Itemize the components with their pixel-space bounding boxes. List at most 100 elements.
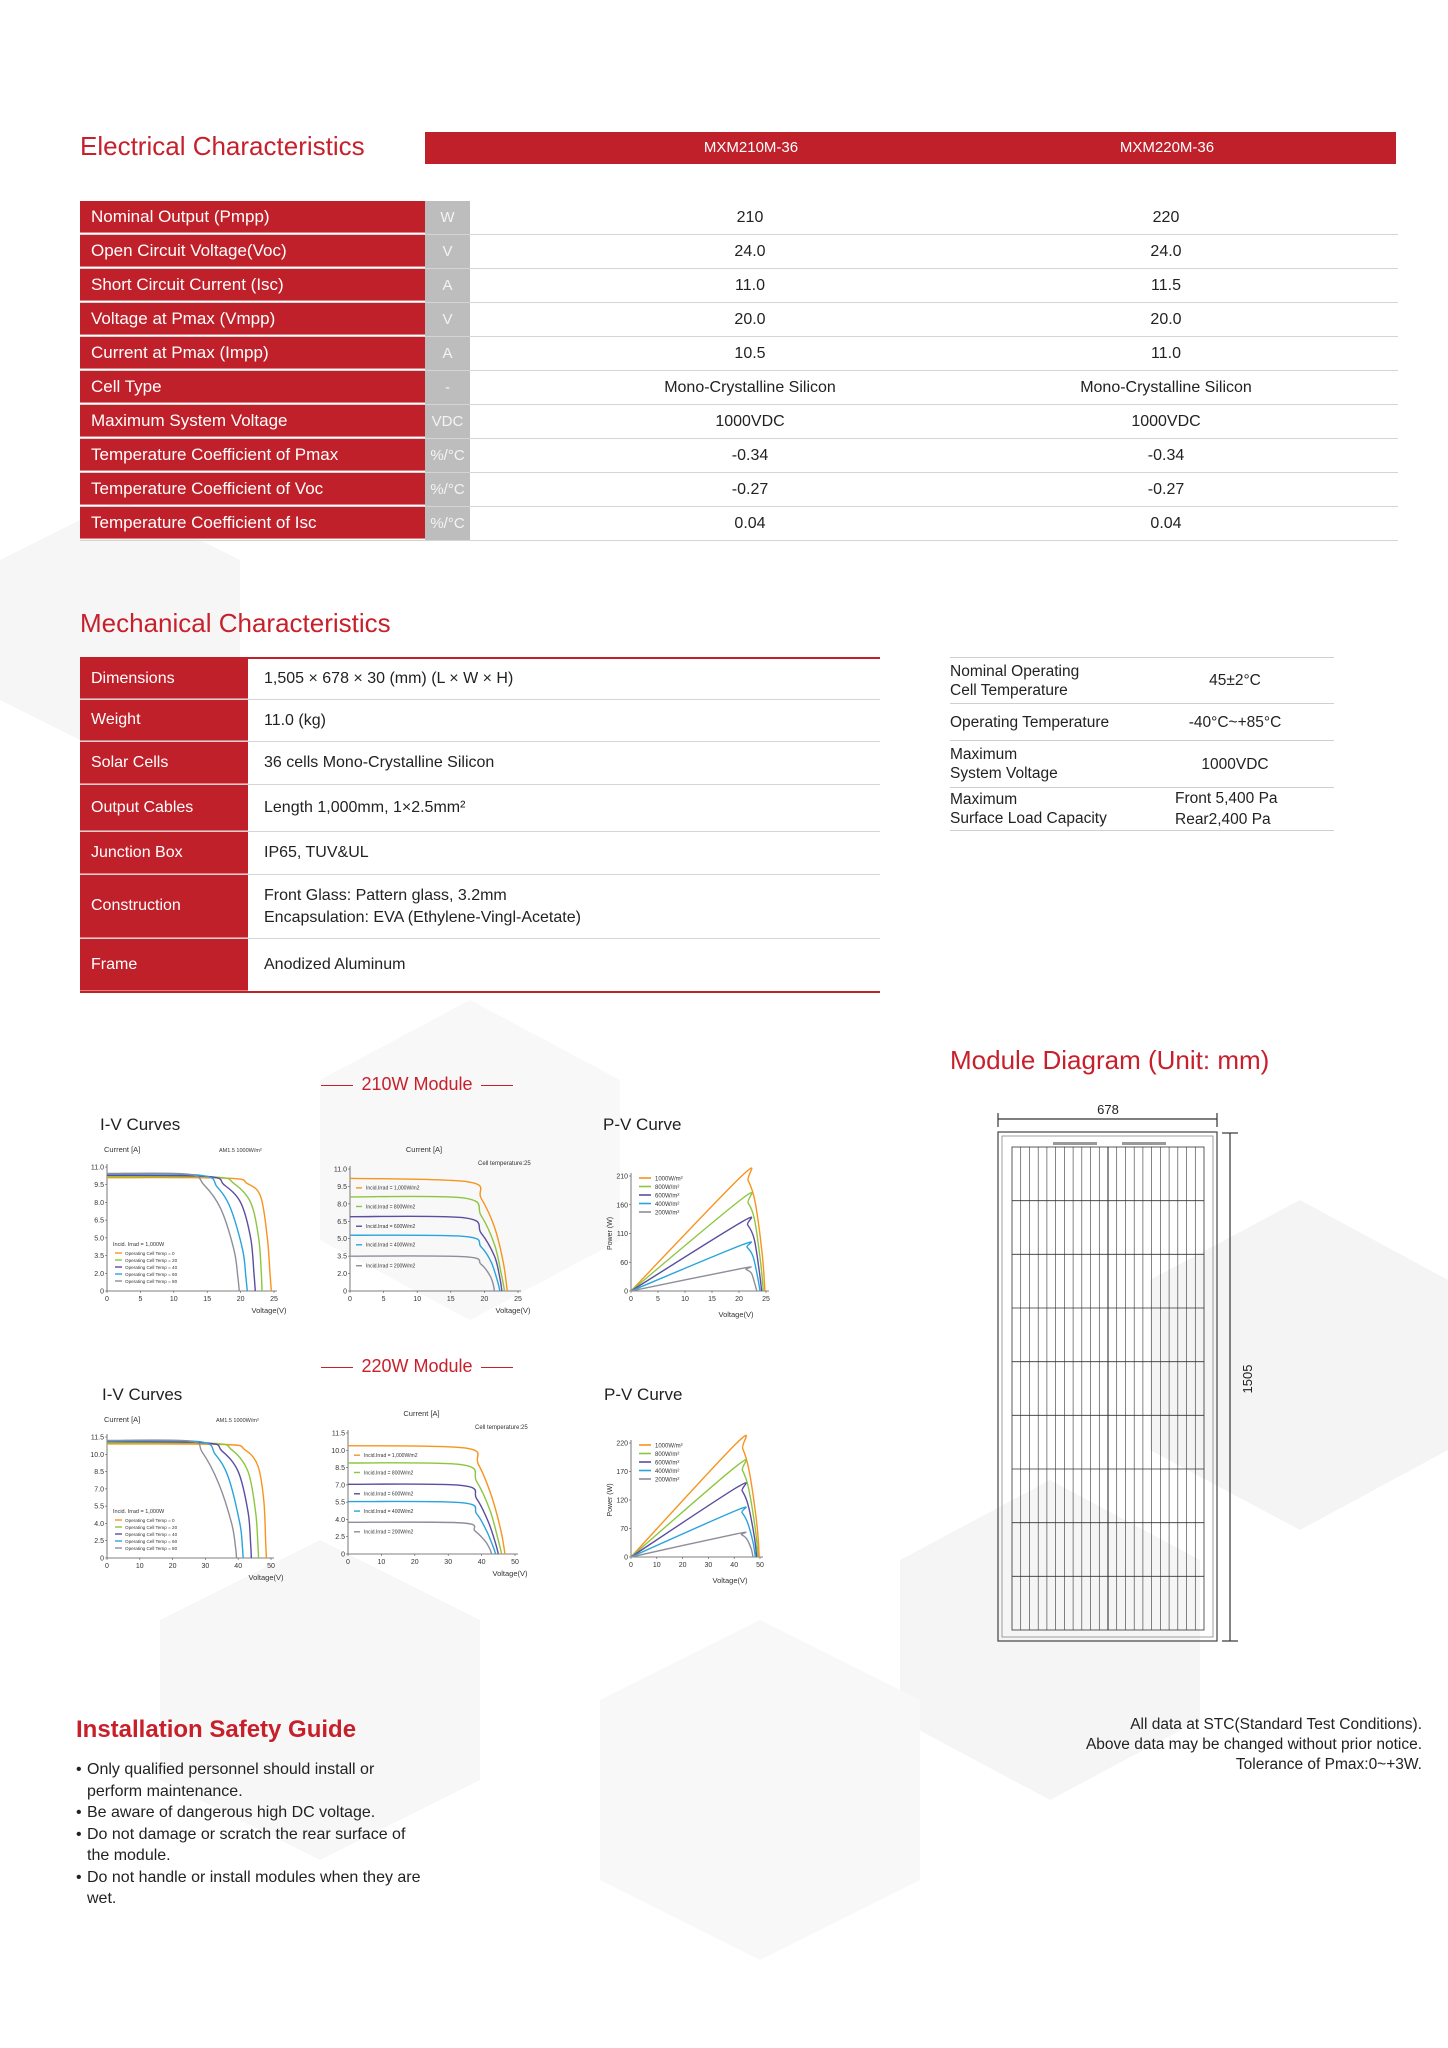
safety-guide-list: Only qualified personnel should install … xyxy=(76,1759,446,1910)
model-header-bar: MXM210M-36 MXM220M-36 xyxy=(425,132,1396,164)
y-tick-label: 5.5 xyxy=(94,1504,104,1511)
series-line xyxy=(106,1439,238,1559)
row-value: 1000VDC xyxy=(1175,741,1295,787)
legend-label: 600W/m² xyxy=(655,1460,679,1466)
row-value: 0.04 xyxy=(734,515,766,532)
legend-label: 800W/m² xyxy=(655,1185,679,1191)
row-label: Short Circuit Current (Isc) xyxy=(80,269,425,301)
label-line: Maximum xyxy=(950,746,1018,763)
series-line xyxy=(106,1173,248,1292)
row-label: Nominal Operating Cell Temperature xyxy=(950,658,1180,703)
legend-label: 200W/m² xyxy=(655,1477,679,1483)
row-label: Maximum Surface Load Capacity xyxy=(950,788,1180,830)
row-value: 20.0 xyxy=(734,311,766,328)
x-tick-label: 20 xyxy=(679,1562,687,1569)
legend-label: Incid.Irrad = 400W/m2 xyxy=(366,1243,416,1249)
x-tick-label: 15 xyxy=(447,1296,455,1303)
pv-chart-210w: 0 60 110 160 210 0 5 10 15 20 25 Voltage(V) Power (W… xyxy=(607,1167,770,1319)
series-line xyxy=(630,1531,754,1558)
module-label-210w: 210W Module xyxy=(267,1074,567,1095)
y-tick-label: 5.0 xyxy=(94,1235,104,1242)
electrical-row: Temperature Coefficient of Isc %/°C 0.04 0.… xyxy=(80,507,1398,541)
legend-label: 400W/m² xyxy=(655,1202,679,1208)
row-value: 1000VDC xyxy=(1131,413,1201,430)
y-tick-label: 2.0 xyxy=(94,1271,104,1278)
footnote-line: Tolerance of Pmax:0~+3W. xyxy=(1235,1756,1422,1773)
footnotes: All data at STC(Standard Test Conditions… xyxy=(1086,1715,1422,1775)
legend-label: Incid.Irrad = 1,000W/m2 xyxy=(364,1453,418,1459)
operating-conditions-table: Nominal Operating Cell Temperature 45±2°C O… xyxy=(950,657,1334,831)
row-value: -0.27 xyxy=(1147,481,1185,498)
value-line: Front Glass: Pattern glass, 3.2mm xyxy=(264,886,507,904)
legend-label: Operating Cell Temp = 0 xyxy=(125,1251,175,1256)
y-tick-label: 5.5 xyxy=(335,1500,345,1507)
mechanical-row: Junction Box IP65, TUV&UL xyxy=(80,832,880,875)
row-label: Operating Temperature xyxy=(950,704,1180,740)
y-tick-label: 3.5 xyxy=(94,1253,104,1260)
label-line: Operating Temperature xyxy=(950,713,1110,731)
x-axis-label: Voltage(V) xyxy=(712,1576,748,1585)
y-tick-label: 6.5 xyxy=(94,1218,104,1225)
y-tick-label: 0 xyxy=(100,1556,104,1563)
legend-label: Incid.Irrad = 200W/m2 xyxy=(364,1530,414,1536)
y-tick-label: 4.0 xyxy=(94,1521,104,1528)
legend-label: 1000W/m² xyxy=(655,1443,683,1449)
row-value: 1,505 × 678 × 30 (mm) (L × W × H) xyxy=(264,659,880,699)
y-tick-label: 120 xyxy=(616,1498,628,1505)
electrical-row: Maximum System Voltage VDC 1000VDC 1000VDC xyxy=(80,405,1398,439)
model-name: MXM220M-36 xyxy=(1119,139,1215,156)
row-label: Temperature Coefficient of Isc xyxy=(80,507,425,539)
row-value: 36 cells Mono-Crystalline Silicon xyxy=(264,742,880,784)
electrical-row: Cell Type - Mono-Crystalline Silicon Mono-C… xyxy=(80,371,1398,405)
iv-curves-heading: I-V Curves xyxy=(102,1385,183,1404)
row-label: Nominal Output (Pmpp) xyxy=(80,201,425,233)
iv-curves-heading: I-V Curves xyxy=(100,1115,181,1134)
label-line: System Voltage xyxy=(950,765,1058,782)
y-axis-label: Power (W) xyxy=(607,1483,614,1516)
annotation: AM1.5 1000W/m² xyxy=(219,1148,262,1154)
row-label: Weight xyxy=(80,700,248,741)
module-label-text: 220W Module xyxy=(361,1356,473,1376)
x-tick-label: 25 xyxy=(762,1296,770,1303)
x-tick-label: 10 xyxy=(653,1562,661,1569)
legend-label: Operating Cell Temp = 0 xyxy=(125,1518,175,1523)
safety-guide-title: Installation Safety Guide xyxy=(76,1716,357,1743)
mechanical-row: Frame Anodized Aluminum xyxy=(80,939,880,991)
iv-temperature-chart-220w: 0 2.5 4.0 5.5 7.0 8.5 10.0 11.5 0 10 20 30 40 50 Volta… xyxy=(90,1415,284,1582)
x-tick-label: 30 xyxy=(444,1559,452,1566)
footnote-line: All data at STC(Standard Test Conditions… xyxy=(1130,1716,1422,1733)
iv-irradiance-chart-220w: 0 2.5 4.0 5.5 7.0 8.5 10.0 11.5 0 10 20 30 40 50 Volta… xyxy=(331,1409,528,1578)
y-tick-label: 4.0 xyxy=(335,1517,345,1524)
electrical-row: Voltage at Pmax (Vmpp) V 20.0 20.0 xyxy=(80,303,1398,337)
row-unit: W xyxy=(425,201,470,234)
mechanical-title: Mechanical Characteristics xyxy=(80,608,391,638)
legend-label: Incid.Irrad = 600W/m2 xyxy=(366,1224,416,1230)
legend-label: Operating Cell Temp = 80 xyxy=(125,1546,178,1551)
y-axis-label: Current [A] xyxy=(403,1409,439,1418)
legend-label: Incid.Irrad = 800W/m2 xyxy=(366,1204,416,1210)
x-tick-label: 5 xyxy=(656,1296,660,1303)
row-value: 20.0 xyxy=(1150,311,1182,328)
series-line xyxy=(630,1241,761,1292)
electrical-row: Temperature Coefficient of Voc %/°C -0.27 -… xyxy=(80,473,1398,507)
row-label: Cell Type xyxy=(80,371,425,403)
row-value: 11.0 xyxy=(735,277,765,294)
row-label: Open Circuit Voltage(Voc) xyxy=(80,235,425,267)
y-tick-label: 0 xyxy=(624,1289,628,1296)
x-tick-label: 10 xyxy=(378,1559,386,1566)
mechanical-row: Weight 11.0 (kg) xyxy=(80,700,880,742)
legend-label: Incid.Irrad = 800W/m2 xyxy=(364,1470,414,1476)
series-line xyxy=(630,1167,766,1292)
safety-item: Be aware of dangerous high DC voltage. xyxy=(76,1802,432,1824)
x-tick-label: 5 xyxy=(382,1296,386,1303)
row-value: Front 5,400 Pa Rear2,400 Pa xyxy=(1175,788,1295,830)
row-value: 210 xyxy=(736,209,764,226)
x-axis-label: Voltage(V) xyxy=(251,1306,287,1315)
row-unit: - xyxy=(425,371,470,404)
pv-curve-heading: P-V Curve xyxy=(603,1115,682,1134)
module-diagram: 678 1505 xyxy=(997,1102,1255,1642)
legend-label: Operating Cell Temp = 60 xyxy=(125,1539,178,1544)
value-line: IP65, TUV&UL xyxy=(264,844,369,861)
y-tick-label: 10.0 xyxy=(90,1452,104,1459)
x-tick-label: 0 xyxy=(348,1296,352,1303)
